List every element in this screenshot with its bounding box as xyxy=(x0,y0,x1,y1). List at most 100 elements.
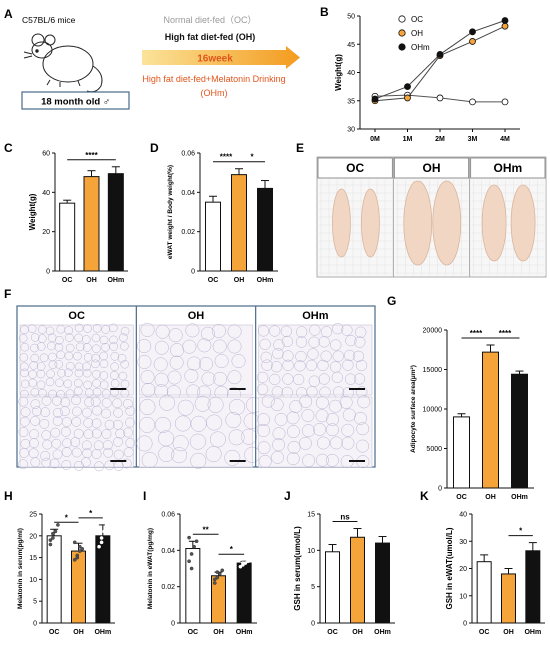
adipocyte xyxy=(81,440,92,451)
adipocyte xyxy=(82,362,91,371)
adipocyte xyxy=(257,441,271,455)
duration-label: 16week xyxy=(197,54,233,65)
panel-letter-d: D xyxy=(150,141,159,155)
adipocyte xyxy=(101,408,112,419)
x-tick-label: 1M xyxy=(403,136,413,143)
x-tick-label: OHm xyxy=(107,277,124,284)
adipocyte xyxy=(20,368,29,378)
adipocyte xyxy=(91,359,100,369)
photo-header-cell xyxy=(317,157,393,179)
adipocyte xyxy=(92,323,102,333)
y-tick-label: 5 xyxy=(311,584,315,591)
adipocyte xyxy=(257,413,270,427)
x-tick-label: OC xyxy=(456,494,467,501)
y-tick-label: 0 xyxy=(33,621,37,628)
adipocyte xyxy=(101,325,111,334)
adipocyte xyxy=(282,350,294,362)
y-tick-label: 0 xyxy=(438,486,442,493)
photo-group-label: OHm xyxy=(493,161,522,175)
y-tick-label: 0 xyxy=(171,621,175,628)
data-point xyxy=(215,575,220,580)
adipocyte xyxy=(140,322,155,337)
adipocyte xyxy=(140,370,155,385)
adipocyte xyxy=(36,380,46,390)
adipocyte xyxy=(92,378,101,388)
panel-letter-k: K xyxy=(420,489,429,503)
adipocyte xyxy=(37,325,47,334)
x-tick-label: OC xyxy=(49,629,60,636)
legend-marker xyxy=(398,29,406,37)
x-tick-label: OH xyxy=(86,277,97,284)
data-point xyxy=(187,535,191,540)
adipocyte xyxy=(313,422,327,436)
x-tick-label: OH xyxy=(352,629,363,636)
panel-letter-e: E xyxy=(296,141,304,155)
y-tick-label: 0 xyxy=(191,269,195,276)
y-tick-label: 0 xyxy=(311,621,315,628)
y-tick-label: 10000 xyxy=(423,407,443,414)
data-point xyxy=(77,549,82,553)
adipocyte xyxy=(71,447,82,458)
adipocyte xyxy=(209,431,226,448)
adipocyte xyxy=(281,335,294,348)
adipocyte xyxy=(52,449,63,460)
tissue-sample xyxy=(332,188,351,258)
y-axis-label: GSH in eWAT(umol/L) xyxy=(445,527,454,609)
adipocyte xyxy=(153,357,168,372)
adipocyte xyxy=(212,339,227,354)
adipocyte xyxy=(125,438,136,448)
adipocyte xyxy=(71,416,82,427)
duration-arrow xyxy=(142,46,300,69)
data-point xyxy=(189,566,194,571)
adipocyte xyxy=(18,396,29,407)
adipocyte xyxy=(57,368,66,378)
adipocyte xyxy=(339,395,353,409)
adipocyte xyxy=(113,407,124,418)
adipocyte xyxy=(27,324,37,333)
adipocyte xyxy=(83,417,94,428)
data-point xyxy=(238,564,243,569)
y-tick-label: 0.04 xyxy=(161,548,175,555)
significance-label: * xyxy=(89,509,93,518)
adipocyte xyxy=(301,409,315,422)
series-marker-oh xyxy=(501,22,509,30)
adipocyte xyxy=(39,418,50,429)
data-point xyxy=(220,568,225,573)
x-tick-label: OC xyxy=(327,629,338,636)
adipocyte xyxy=(30,353,40,363)
adipocyte xyxy=(18,333,28,343)
adipocyte xyxy=(213,371,228,386)
mouse-icon xyxy=(23,33,103,93)
adipocyte xyxy=(61,460,72,470)
series-marker-oc xyxy=(436,94,444,102)
adipocyte xyxy=(342,359,354,371)
adipocyte xyxy=(308,336,320,348)
panel-a: A C57BL/6 mice 18 month old ♂ Normal die… xyxy=(4,7,300,110)
adipocyte xyxy=(159,394,176,411)
adipocyte xyxy=(154,416,171,433)
x-tick-label: OC xyxy=(479,629,490,636)
adipocyte xyxy=(317,359,329,372)
adipocyte xyxy=(50,427,61,438)
histology-image xyxy=(19,396,134,468)
adipocyte xyxy=(158,445,175,462)
x-tick-label: OH xyxy=(485,494,496,501)
significance-label: * xyxy=(65,513,69,522)
adipocyte xyxy=(41,457,52,468)
adipocyte xyxy=(18,427,29,437)
data-point xyxy=(192,544,196,549)
adipocyte xyxy=(329,399,342,413)
adipocyte xyxy=(225,412,242,429)
adipocyte xyxy=(81,407,92,418)
bar xyxy=(501,573,516,624)
adipocyte xyxy=(355,359,368,372)
adipocyte xyxy=(139,416,156,433)
adipocyte xyxy=(63,368,73,378)
series-marker-ohm xyxy=(436,51,444,58)
adipocyte xyxy=(20,379,30,389)
adipocyte xyxy=(280,325,293,337)
adipocyte xyxy=(356,422,370,436)
histology-image xyxy=(139,324,253,396)
photo-group-label: OH xyxy=(423,161,441,175)
y-tick-label: 10 xyxy=(29,577,37,584)
